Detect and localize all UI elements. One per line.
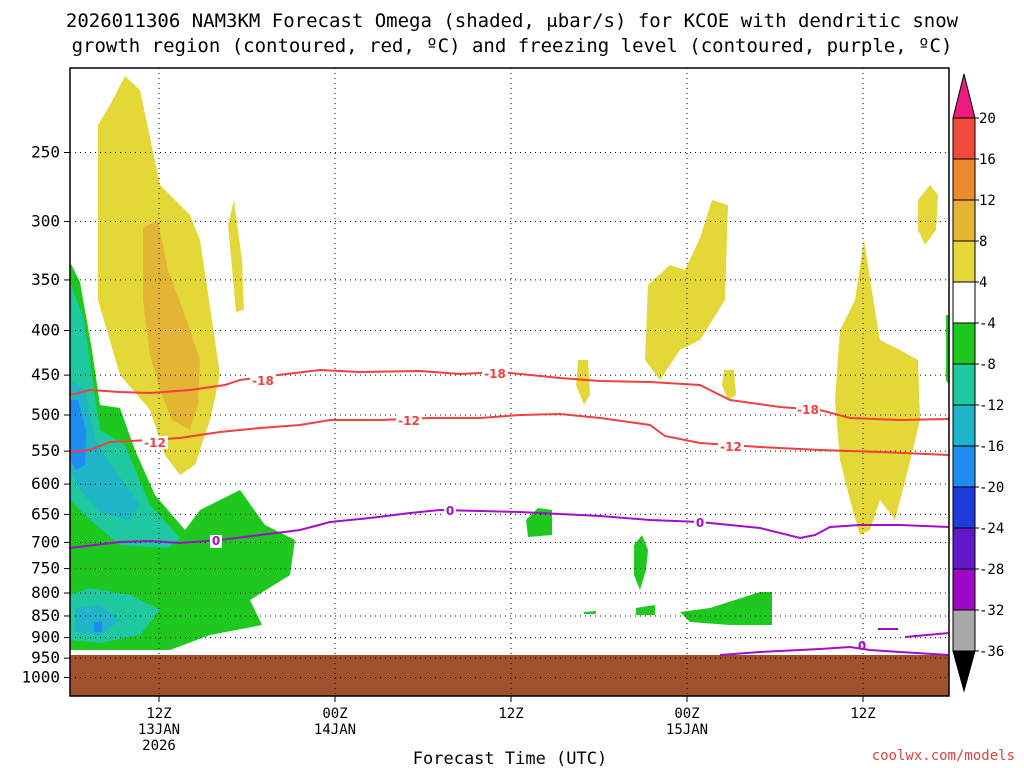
omega-green-patch-2 (634, 535, 648, 590)
contour-line-freezing (69, 508, 950, 549)
x-tick-label: 14JAN (314, 722, 356, 738)
colorbar-bin (952, 527, 976, 570)
colorbar-bin (952, 199, 976, 242)
omega-yellow-patch-4 (576, 360, 590, 405)
colorbar-label: 4 (979, 275, 987, 291)
colorbar-bin (952, 486, 976, 529)
omega-green-patch-3 (636, 605, 655, 615)
omega-orange-core (143, 220, 200, 430)
colorbar-label: -4 (979, 316, 996, 332)
contour-label-minus18-b: -18 (484, 367, 506, 381)
colorbar-label: -8 (979, 357, 996, 373)
y-tick-label: 250 (31, 143, 60, 162)
y-tick-label: 950 (31, 648, 60, 667)
colorbar-label: -20 (979, 480, 1004, 496)
x-tick-label: 12Z (850, 706, 875, 722)
y-tick-label: 900 (31, 628, 60, 647)
colorbar-bottom-arrow (952, 650, 976, 693)
colorbar-label: -28 (979, 562, 1004, 578)
x-tick-label: 12Z (498, 706, 523, 722)
x-tick-label: 00Z (322, 706, 347, 722)
contour-label-freezing-b: 0 (446, 504, 454, 518)
colorbar-label: 8 (979, 234, 987, 250)
chart-title-line-1: 2026011306 NAM3KM Forecast Omega (shaded… (66, 10, 959, 32)
x-axis-label: Forecast Time (UTC) (413, 749, 607, 768)
omega-yellow-patch-7 (918, 185, 938, 245)
chart-title-line-2: growth region (contoured, red, ºC) and f… (72, 35, 953, 57)
y-tick-label: 600 (31, 474, 60, 493)
colorbar-bin (952, 404, 976, 447)
colorbar-label: 20 (979, 111, 996, 127)
omega-yellow-plume-6 (835, 240, 920, 535)
y-tick-label: 800 (31, 583, 60, 602)
y-tick-label: 500 (31, 405, 60, 424)
colorbar-bin (952, 363, 976, 406)
y-tick-label: 400 (31, 321, 60, 340)
omega-yellow-plume-3 (645, 200, 728, 380)
colorbar-bin (952, 117, 976, 160)
colorbar-label: 16 (979, 152, 996, 168)
temperature-contours: -18 -18 -18 -12 -12 -12 0 0 0 0 (69, 367, 950, 656)
ground-surface (70, 655, 949, 696)
colorbar-label: -12 (979, 398, 1004, 414)
y-tick-label: 750 (31, 559, 60, 578)
colorbar: 20 16 12 8 4 -4 -8 -12 -16 -20 -24 -28 -32 -36 (952, 73, 1004, 693)
y-axis-ticks: 250 300 350 400 450 500 550 600 650 700 750 800 850 9… (21, 143, 70, 687)
colorbar-bin (952, 281, 976, 324)
y-tick-label: 300 (31, 212, 60, 231)
colorbar-label: -16 (979, 439, 1004, 455)
omega-yellow-patch-5 (722, 370, 736, 400)
colorbar-bin (952, 445, 976, 488)
contour-label-minus18-c: -18 (797, 403, 819, 417)
contour-line-freezing-low (719, 645, 950, 656)
y-tick-label: 650 (31, 504, 60, 523)
colorbar-bin (952, 568, 976, 611)
colorbar-bin (952, 322, 976, 365)
omega-blue-core (70, 400, 102, 632)
omega-yellow-plume-2 (228, 200, 244, 312)
x-tick-label: 00Z (674, 706, 699, 722)
omega-green-patch-4 (680, 592, 772, 625)
colorbar-bin (952, 158, 976, 201)
omega-green-patch-5 (584, 611, 596, 614)
contour-label-freezing-c: 0 (696, 516, 704, 530)
colorbar-label: -32 (979, 603, 1004, 619)
y-tick-label: 550 (31, 441, 60, 460)
y-tick-label: 1000 (21, 668, 60, 687)
x-tick-label: 15JAN (666, 722, 708, 738)
colorbar-label: -36 (979, 644, 1004, 660)
credit-text: coolwx.com/models (872, 748, 1015, 764)
colorbar-bin (952, 609, 976, 652)
contour-label-minus12-c: -12 (720, 440, 742, 454)
x-tick-label: 12Z (146, 706, 171, 722)
contour-line-dgz-minus18 (69, 368, 950, 422)
colorbar-label: 12 (979, 193, 996, 209)
contour-label-freezing-a: 0 (212, 534, 220, 548)
x-tick-label: 2026 (142, 738, 176, 754)
omega-green-patch-1 (526, 508, 552, 537)
y-tick-label: 700 (31, 532, 60, 551)
y-tick-label: 350 (31, 270, 60, 289)
omega-cyan-core (70, 380, 140, 635)
colorbar-bin (952, 240, 976, 283)
omega-green-plume (70, 262, 295, 650)
contour-label-minus18-a: -18 (252, 374, 274, 388)
y-tick-label: 850 (31, 606, 60, 625)
omega-teal-plume (70, 282, 180, 643)
omega-shading (70, 76, 949, 650)
contour-label-freezing-d: 0 (858, 639, 866, 653)
x-tick-label: 13JAN (138, 722, 180, 738)
plot-frame (69, 67, 950, 697)
y-tick-label: 450 (31, 365, 60, 384)
contour-label-minus12-b: -12 (398, 414, 420, 428)
contour-label-minus12-a: -12 (144, 436, 166, 450)
colorbar-top-arrow (952, 73, 976, 119)
contour-line-freezing-low-2 (878, 628, 950, 638)
colorbar-label: -24 (979, 521, 1004, 537)
